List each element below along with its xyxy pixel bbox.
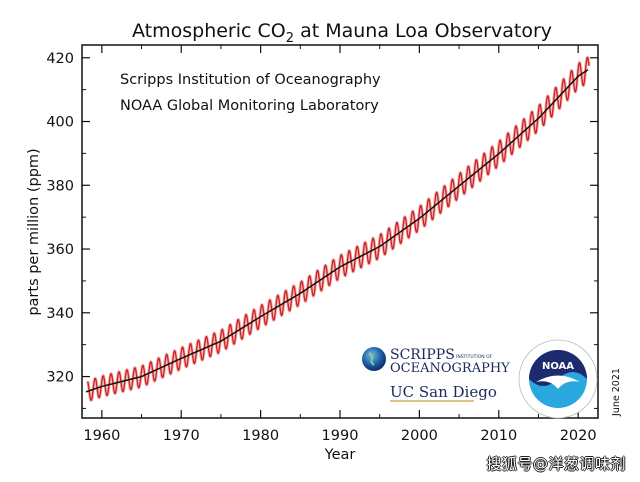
seagull-icon (536, 375, 580, 389)
y-tick-label: 380 (46, 178, 74, 194)
y-tick-label: 340 (46, 306, 74, 322)
scripps-subword: INSTITUTION OF (456, 354, 493, 360)
scripps-ucsd-logo: SCRIPPS INSTITUTION OF OCEANOGRAPHY UC S… (360, 345, 510, 405)
noaa-wordmark: NOAA (542, 361, 574, 372)
scripps-wordmark: SCRIPPS (390, 347, 455, 363)
x-axis: 1960 1970 1980 1990 2000 2010 2020 (83, 45, 597, 444)
x-tick-label: 2010 (480, 428, 517, 444)
subtitle-noaa: NOAA Global Monitoring Laboratory (120, 98, 379, 114)
y-tick-label: 320 (46, 370, 74, 386)
x-tick-label: 1960 (83, 428, 120, 444)
x-tick-label: 1980 (242, 428, 279, 444)
x-tick-label: 2020 (560, 428, 597, 444)
trend-line (85, 69, 589, 393)
noaa-logo: NOAA (518, 339, 598, 419)
y-axis: 320 340 360 380 400 420 (46, 51, 598, 409)
series-group (85, 55, 591, 402)
x-tick-label: 2000 (401, 428, 438, 444)
date-label: June 2021 (611, 368, 622, 417)
watermark: 搜狐号@洋葱调味剂 (486, 455, 626, 473)
x-axis-label: Year (324, 447, 356, 463)
y-tick-label: 400 (46, 115, 74, 131)
x-tick-label: 1970 (163, 428, 200, 444)
y-tick-label: 420 (46, 51, 74, 67)
monthly-mean-line (86, 56, 590, 401)
x-tick-label: 1990 (322, 428, 359, 444)
ucsd-wordmark: UC San Diego (390, 383, 497, 401)
chart-title: Atmospheric CO2 at Mauna Loa Observatory (132, 20, 552, 46)
subtitle-scripps: Scripps Institution of Oceanography (120, 72, 381, 88)
oceanography-wordmark: OCEANOGRAPHY (390, 361, 510, 376)
y-axis-label: parts per million (ppm) (26, 148, 42, 315)
globe-icon (362, 347, 386, 371)
y-tick-label: 360 (46, 242, 74, 258)
